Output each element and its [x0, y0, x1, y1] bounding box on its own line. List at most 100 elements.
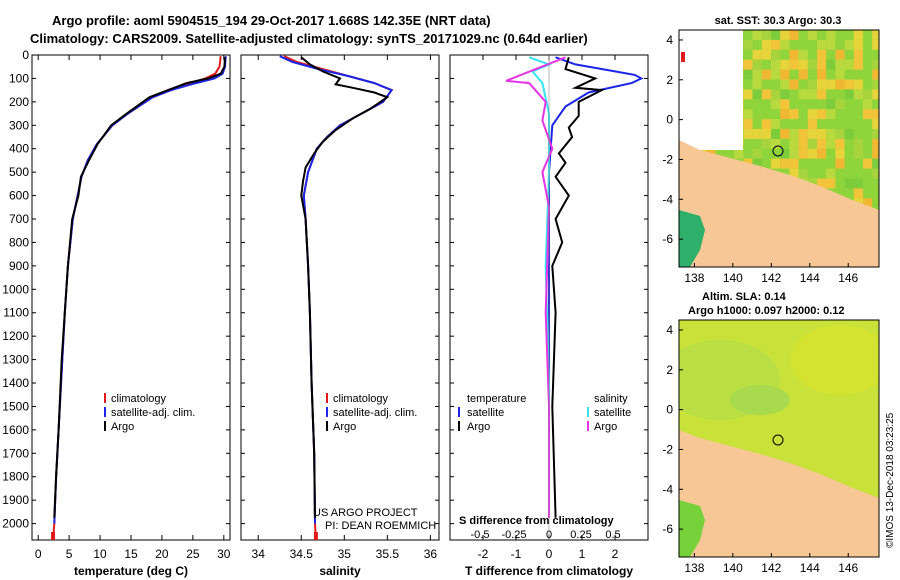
sst-hot-pixel — [681, 52, 685, 62]
pressure-tick-label: 1500 — [2, 399, 29, 413]
sst-pixel — [761, 30, 771, 40]
pressure-tick-label: 1000 — [2, 282, 29, 296]
pressure-tick-label: 400 — [9, 142, 29, 156]
sst-pixel — [771, 69, 781, 80]
legend-t-satellite: satellite — [467, 407, 504, 419]
sst-pixel — [835, 148, 845, 159]
salinity-plot — [279, 55, 394, 540]
series-line-argo — [300, 56, 390, 518]
difference-legend: temperature salinity satellite Argo sate… — [458, 393, 631, 433]
t-difference-xlabel: T difference from climatology — [465, 564, 633, 578]
sst-pixel — [743, 69, 753, 80]
sst-pixel — [835, 49, 845, 60]
sst-pixel — [872, 119, 879, 129]
sst-pixel — [817, 49, 827, 60]
map-lon-label: 146 — [838, 271, 858, 285]
sst-pixel — [780, 69, 790, 80]
sst-pixel — [789, 129, 799, 139]
figure-title-line2: Climatology: CARS2009. Satellite-adjuste… — [30, 31, 588, 46]
salinity-axes-box — [240, 54, 440, 541]
sst-pixel — [872, 39, 879, 50]
map-lon-label: 146 — [838, 561, 858, 575]
sst-pixel — [835, 69, 845, 80]
sst-pixel — [771, 30, 781, 40]
legend-climatology: climatology — [333, 393, 389, 405]
legend-temperature-title: temperature — [467, 393, 526, 405]
pressure-tick-label: 1300 — [2, 353, 29, 367]
map-lat-label: 0 — [666, 403, 673, 417]
sst-pixel — [826, 168, 836, 179]
sla-blob — [730, 385, 790, 415]
map-lat-label: -2 — [662, 152, 673, 166]
sst-pixel — [743, 119, 753, 129]
legend-argo-swatch — [326, 421, 328, 431]
sst-pixel — [789, 168, 799, 179]
x-tick-label: 35 — [338, 547, 352, 561]
sst-pixel — [752, 129, 762, 139]
sst-pixel — [863, 198, 873, 209]
sst-pixel — [752, 49, 762, 60]
sst-pixel — [752, 148, 762, 159]
temperature-axes-box — [31, 54, 231, 541]
map-lat-label: -4 — [662, 192, 673, 206]
x-tick-label: -1 — [511, 547, 522, 561]
sst-pixel — [853, 49, 863, 60]
sst-pixel — [752, 69, 762, 80]
sst-pixel — [807, 59, 817, 70]
sst-pixel — [817, 129, 827, 139]
sst-pixel — [835, 79, 845, 90]
legend-salinity-title: salinity — [594, 393, 628, 405]
sst-pixel — [844, 39, 854, 50]
sst-pixel — [817, 138, 827, 149]
argo-float-marker — [772, 145, 784, 157]
map-lon-label: 138 — [684, 561, 704, 575]
sst-pixel — [761, 49, 771, 60]
sst-map-panel: sat. SST: 30.3 Argo: 30.3 138 140 142 144 14… — [662, 15, 880, 285]
land-new-guinea — [679, 430, 879, 557]
sst-pixel — [743, 89, 753, 100]
sst-pixel — [752, 79, 762, 90]
sst-pixel — [789, 30, 799, 40]
sst-pixel — [817, 148, 827, 159]
bottom-marker — [313, 532, 318, 540]
sst-pixel — [761, 119, 771, 129]
salinity-y-ticks — [241, 54, 439, 525]
legend-t-argo: Argo — [467, 421, 490, 433]
sst-pixel — [752, 158, 762, 169]
sst-pixel — [872, 69, 879, 80]
temperature-legend: climatology satellite-adj. clim. Argo — [104, 393, 195, 433]
sst-pixel — [752, 89, 762, 100]
pressure-ticks: 0 100 200 300 400 500 600 700 800 900 1000 1100 1200… — [2, 48, 230, 531]
coastal-sla — [679, 500, 705, 557]
sst-pixel — [872, 59, 879, 70]
pressure-tick-label: 1200 — [2, 329, 29, 343]
sst-pixel — [780, 59, 790, 70]
map-lon-label: 140 — [723, 271, 743, 285]
salinity-xlabel: salinity — [319, 564, 361, 578]
sst-pixel — [872, 30, 879, 40]
salinity-legend: climatology satellite-adj. clim. Argo — [326, 393, 417, 433]
sst-pixel — [780, 79, 790, 90]
pressure-tick-label: 0 — [22, 48, 29, 62]
map-lat-label: -2 — [662, 442, 673, 456]
sst-pixel — [844, 129, 854, 139]
sst-pixel — [807, 138, 817, 149]
s-tick: 0.5 — [605, 529, 620, 541]
land-new-guinea — [679, 140, 879, 267]
figure-title-line1: Argo profile: aoml 5904515_194 29-Oct-20… — [52, 13, 491, 28]
sst-pixel — [780, 129, 790, 139]
s-tick: 0 — [546, 529, 552, 541]
map-lon-label: 140 — [723, 561, 743, 575]
series-line-temperature-argo — [551, 57, 606, 518]
sst-pixel — [789, 148, 799, 159]
sst-pixel — [771, 99, 781, 110]
sst-pixel — [807, 89, 817, 100]
sst-pixel — [835, 129, 845, 139]
sla-map-image — [679, 320, 879, 557]
difference-panel: -2 -1 0 1 2 T difference from climatology S … — [449, 54, 649, 578]
sst-pixel — [807, 79, 817, 90]
legend-s-satellite: satellite — [594, 407, 631, 419]
argo-float-marker — [772, 434, 784, 446]
sst-pixel — [835, 99, 845, 110]
